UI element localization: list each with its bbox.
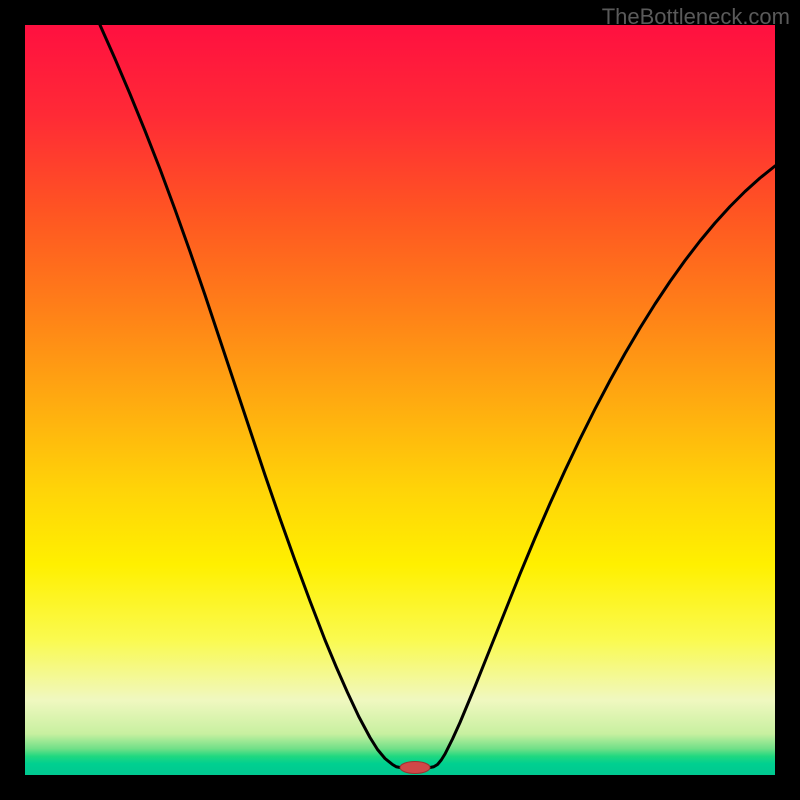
- optimal-point-marker: [400, 762, 430, 774]
- chart-background: [25, 25, 775, 775]
- bottleneck-chart: [0, 0, 800, 800]
- watermark-text: TheBottleneck.com: [602, 4, 790, 30]
- chart-container: TheBottleneck.com: [0, 0, 800, 800]
